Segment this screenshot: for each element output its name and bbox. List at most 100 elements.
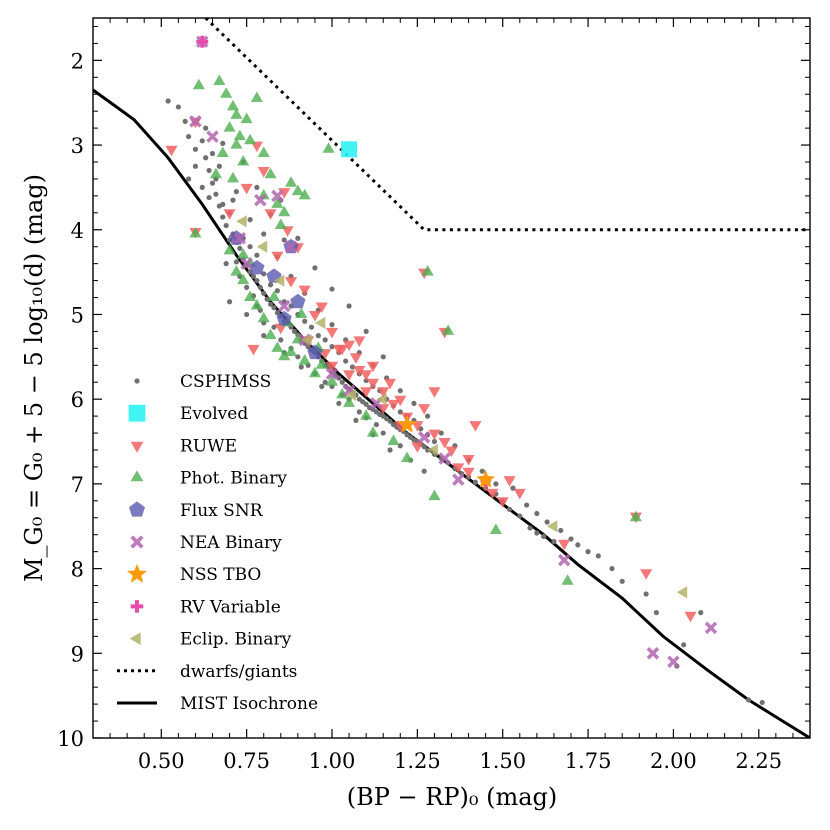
legend-item: Evolved: [128, 404, 248, 424]
point-dot: [291, 328, 298, 335]
x-axis-label: (BP − RP)₀ (mag): [347, 783, 558, 811]
point-triangle-up: [322, 142, 335, 153]
point-x: [704, 621, 718, 635]
series-eclip-binary: [236, 215, 688, 599]
point-dot: [425, 413, 431, 419]
point-triangle-down: [394, 395, 407, 407]
point-triangle-up: [295, 307, 308, 318]
point-pentagon: [290, 293, 306, 309]
point-x: [189, 115, 202, 128]
legend-item: Phot. Binary: [130, 469, 287, 489]
point-triangle-up: [226, 99, 239, 111]
point-triangle-down: [360, 387, 373, 398]
point-triangle-up: [257, 311, 270, 323]
point-x: [417, 431, 431, 444]
point-dot: [349, 364, 356, 370]
point-triangle-down: [640, 569, 653, 580]
series-nea-binary: [189, 35, 718, 669]
point-triangle-up: [561, 574, 574, 585]
legend-item: MIST Isochrone: [117, 694, 318, 714]
legend-marker-square: [128, 404, 146, 422]
point-dot: [380, 354, 386, 360]
point-triangle-up: [230, 108, 243, 119]
point-dot: [319, 383, 325, 390]
y-tick-label: 10: [57, 727, 84, 751]
point-triangle-left: [676, 586, 688, 599]
point-triangle-down: [462, 467, 475, 479]
point-x: [438, 452, 451, 465]
point-triangle-up: [216, 146, 229, 157]
point-dot: [220, 140, 226, 146]
point-x: [271, 189, 284, 203]
point-dot: [479, 468, 485, 474]
y-tick-label: 3: [71, 134, 84, 158]
point-triangle-left: [376, 393, 387, 406]
point-triangle-left: [273, 274, 285, 287]
point-triangle-up: [291, 184, 304, 196]
legend-item: dwarfs/giants: [117, 662, 297, 682]
point-triangle-left: [301, 333, 312, 346]
point-dot: [192, 163, 199, 169]
point-triangle-up: [360, 409, 373, 420]
point-dot: [223, 222, 229, 229]
point-dot: [261, 333, 267, 339]
point-dot: [322, 379, 328, 385]
point-dot: [329, 286, 335, 292]
point-triangle-down: [418, 404, 431, 415]
point-dot: [643, 591, 649, 597]
legend: CSPHMSS Evolved RUWE Phot. Binary Flux SNR NE…: [117, 372, 318, 714]
point-dot: [206, 167, 212, 174]
point-dot: [551, 538, 557, 545]
point-triangle-down: [247, 344, 260, 356]
point-triangle-down: [387, 399, 400, 411]
point-dot: [257, 284, 263, 290]
point-pentagon: [276, 310, 292, 326]
x-tick-label: 0.50: [138, 749, 185, 773]
point-x: [277, 299, 291, 313]
legend-label: CSPHMSS: [180, 372, 271, 392]
legend-label: NEA Binary: [180, 533, 282, 553]
point-dot: [271, 324, 277, 330]
point-triangle-up: [233, 129, 246, 141]
point-triangle-down: [513, 488, 526, 500]
legend-label: RUWE: [180, 436, 237, 456]
point-triangle-down: [445, 446, 458, 457]
point-star: [397, 414, 417, 433]
point-triangle-left: [236, 215, 247, 228]
point-dot: [244, 284, 250, 290]
legend-marker-pentagon: [129, 501, 145, 517]
point-dot: [421, 444, 427, 450]
point-triangle-up: [366, 426, 379, 437]
point-triangle-down: [377, 387, 390, 398]
legend-label: Phot. Binary: [180, 469, 287, 489]
point-triangle-up: [250, 299, 263, 310]
point-dot: [527, 525, 533, 531]
point-triangle-up: [237, 155, 250, 166]
point-dot: [759, 699, 765, 706]
point-dot: [274, 310, 280, 316]
point-triangle-down: [438, 438, 451, 449]
point-triangle-down: [384, 378, 397, 390]
point-x: [284, 240, 298, 253]
legend-item: CSPHMSS: [134, 372, 271, 392]
point-triangle-down: [353, 366, 366, 377]
point-dot: [298, 364, 304, 370]
point-dot: [534, 510, 540, 517]
point-dot: [254, 184, 260, 191]
point-triangle-down: [452, 463, 465, 474]
point-dot: [524, 502, 530, 508]
point-dot: [209, 150, 216, 157]
point-dot: [216, 163, 222, 169]
legend-marker-x: [130, 535, 144, 549]
point-dot: [302, 318, 308, 324]
point-dot: [203, 155, 209, 161]
point-star: [476, 469, 496, 488]
point-triangle-up: [237, 248, 250, 259]
point-dot: [165, 98, 171, 104]
point-dot: [271, 305, 277, 311]
point-dot: [274, 288, 280, 294]
point-triangle-down: [308, 311, 321, 322]
point-triangle-down: [486, 488, 499, 500]
point-dot: [363, 401, 369, 407]
point-x: [240, 257, 253, 270]
